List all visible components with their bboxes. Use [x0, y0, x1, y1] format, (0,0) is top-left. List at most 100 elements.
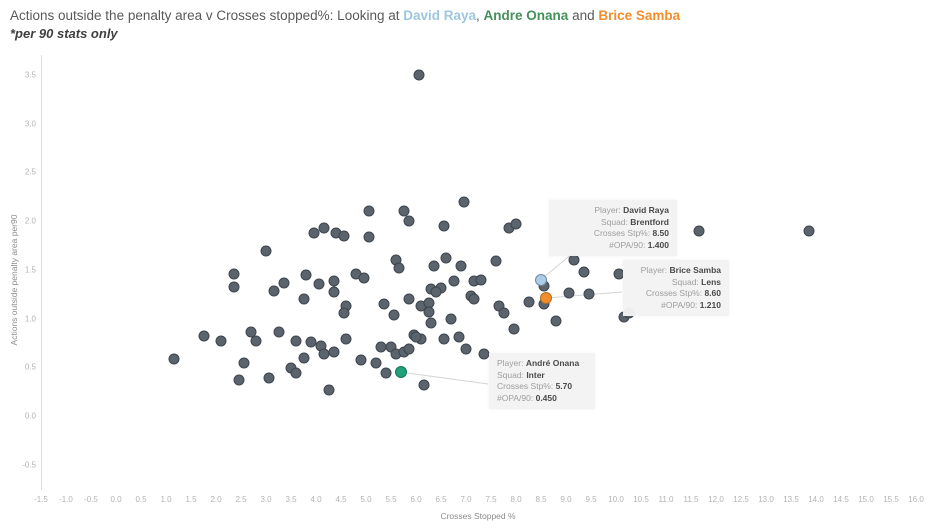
- data-point[interactable]: [523, 296, 534, 308]
- data-point[interactable]: [583, 288, 594, 300]
- data-point[interactable]: [448, 275, 459, 287]
- data-point[interactable]: [378, 298, 389, 310]
- data-point[interactable]: [238, 357, 249, 369]
- data-point[interactable]: [300, 269, 312, 281]
- data-point[interactable]: [168, 353, 179, 365]
- x-tick-label: 16.0: [908, 495, 924, 504]
- x-tick-label: -1.0: [59, 495, 73, 504]
- data-point[interactable]: [355, 354, 367, 366]
- x-tick-label: 0.0: [110, 495, 122, 504]
- annotation-field-value: Lens: [701, 276, 721, 287]
- data-point-brice-samba[interactable]: [540, 292, 552, 305]
- data-point[interactable]: [363, 205, 374, 217]
- data-point[interactable]: [438, 220, 449, 232]
- data-point[interactable]: [445, 313, 457, 324]
- data-point[interactable]: [268, 285, 279, 297]
- data-point[interactable]: [453, 331, 464, 343]
- data-point[interactable]: [338, 307, 349, 319]
- data-point[interactable]: [380, 367, 392, 379]
- x-tick-label: 12.0: [708, 495, 724, 504]
- data-point[interactable]: [490, 255, 502, 267]
- x-tick-label: 11.5: [683, 495, 699, 504]
- data-point[interactable]: [363, 231, 374, 243]
- y-tick-label: 3.5: [24, 70, 36, 80]
- data-point[interactable]: [298, 352, 309, 363]
- data-point[interactable]: [425, 317, 437, 329]
- y-tick-label: 0.5: [24, 362, 36, 372]
- data-point[interactable]: [803, 225, 814, 237]
- data-point[interactable]: [418, 379, 429, 391]
- data-point[interactable]: [693, 225, 704, 237]
- data-point[interactable]: [403, 215, 414, 227]
- data-point[interactable]: [308, 227, 319, 239]
- data-point[interactable]: [313, 278, 324, 290]
- data-point[interactable]: [328, 346, 339, 358]
- data-point[interactable]: [228, 281, 239, 293]
- data-point[interactable]: [438, 333, 449, 345]
- annotation-field-label: Player:: [497, 358, 526, 368]
- data-point[interactable]: [578, 266, 589, 278]
- data-point[interactable]: [478, 348, 489, 360]
- data-point[interactable]: [423, 306, 434, 318]
- data-point[interactable]: [458, 196, 469, 207]
- data-point[interactable]: [215, 335, 227, 347]
- data-point[interactable]: [568, 254, 579, 266]
- data-point[interactable]: [323, 384, 334, 396]
- x-tick-label: 12.5: [733, 495, 749, 504]
- chart-title: Actions outside the penalty area v Cross…: [10, 8, 680, 23]
- data-point[interactable]: [388, 309, 399, 321]
- data-point[interactable]: [358, 272, 369, 284]
- data-point[interactable]: [428, 260, 439, 272]
- data-point[interactable]: [260, 245, 272, 257]
- data-point[interactable]: [338, 230, 349, 242]
- annotation-andre-onana: Player: André Onana Squad: Inter Crosses S…: [489, 353, 595, 409]
- data-point[interactable]: [273, 326, 284, 338]
- data-point[interactable]: [455, 260, 467, 272]
- x-tick-label: 3.0: [260, 495, 272, 504]
- data-point[interactable]: [250, 335, 262, 347]
- y-tick-label: -0.5: [22, 460, 36, 470]
- annotation-field-value: 5.70: [555, 381, 573, 391]
- x-tick-label: 6.5: [435, 495, 447, 504]
- data-point[interactable]: [228, 268, 239, 280]
- annotation-field-label: Squad:: [600, 216, 631, 227]
- x-tick-label: 4.5: [335, 495, 347, 504]
- data-point[interactable]: [393, 262, 404, 274]
- data-point[interactable]: [403, 293, 414, 305]
- data-point[interactable]: [290, 335, 302, 347]
- data-point[interactable]: [290, 367, 302, 379]
- data-point[interactable]: [278, 277, 289, 289]
- data-point[interactable]: [475, 274, 487, 286]
- data-point[interactable]: [410, 331, 422, 343]
- chart-subtitle: *per 90 stats only: [10, 26, 118, 41]
- data-point[interactable]: [298, 293, 309, 305]
- data-point[interactable]: [430, 286, 442, 298]
- data-point[interactable]: [508, 323, 519, 335]
- x-tick-label: 15.5: [883, 495, 899, 504]
- data-point[interactable]: [233, 374, 244, 386]
- data-point[interactable]: [563, 287, 574, 299]
- data-point[interactable]: [440, 252, 452, 264]
- y-tick-label: 2.0: [24, 216, 36, 226]
- y-tick-label: 2.5: [24, 167, 36, 177]
- data-point-david-raya[interactable]: [535, 273, 547, 286]
- data-point[interactable]: [460, 343, 472, 355]
- data-point[interactable]: [340, 333, 352, 345]
- data-point[interactable]: [198, 330, 209, 342]
- data-point[interactable]: [328, 275, 339, 287]
- data-point[interactable]: [468, 293, 479, 305]
- data-point[interactable]: [318, 222, 329, 234]
- x-tick-label: 7.5: [485, 495, 497, 504]
- data-point[interactable]: [328, 286, 339, 298]
- data-point[interactable]: [263, 372, 274, 384]
- data-point[interactable]: [413, 69, 424, 81]
- data-point[interactable]: [550, 315, 562, 327]
- data-point[interactable]: [510, 218, 522, 230]
- annotation-field-label: Crosses Stp%:: [497, 381, 556, 391]
- data-point[interactable]: [370, 357, 382, 369]
- data-point-andre-onana[interactable]: [395, 366, 407, 379]
- data-point[interactable]: [498, 307, 509, 319]
- data-point[interactable]: [403, 343, 414, 355]
